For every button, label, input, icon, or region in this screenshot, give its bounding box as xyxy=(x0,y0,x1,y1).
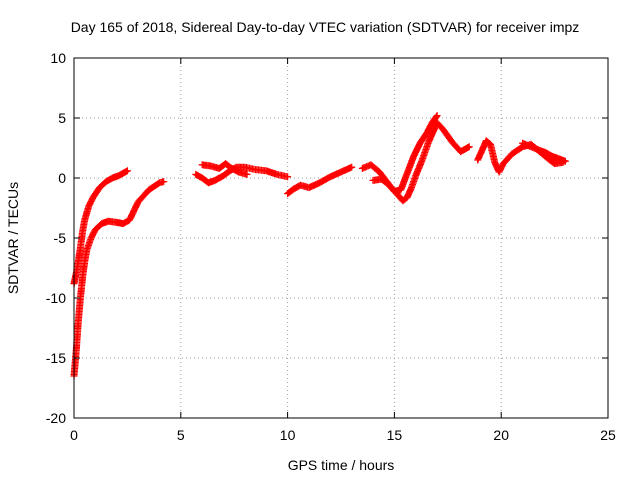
data-layer xyxy=(70,112,569,380)
data-point-markers xyxy=(412,157,426,180)
series-track-6 xyxy=(358,119,473,205)
data-point-markers xyxy=(115,167,131,180)
y-tick-label: -10 xyxy=(46,290,66,306)
series-track-2 xyxy=(70,178,168,380)
data-point-markers xyxy=(495,161,507,176)
data-point-markers xyxy=(429,112,441,126)
data-point-markers xyxy=(81,203,92,224)
x-tick-label: 5 xyxy=(177,427,185,443)
data-point-markers xyxy=(487,140,498,165)
data-point-markers xyxy=(418,140,432,164)
data-point-markers xyxy=(211,172,226,184)
data-point-markers xyxy=(87,227,99,242)
data-point-markers xyxy=(316,174,333,187)
y-tick-label: -20 xyxy=(46,410,66,426)
series-track-3 xyxy=(192,163,292,187)
data-point-markers xyxy=(72,320,82,356)
x-tick-label: 20 xyxy=(493,427,509,443)
grid-layer xyxy=(74,58,608,418)
tick-layer: 0 5 10 15 20 25 -20 -15 -10 -5 0 5 10 xyxy=(46,50,616,443)
x-tick-label: 25 xyxy=(600,427,616,443)
x-axis-label: GPS time / hours xyxy=(288,457,395,473)
data-point-markers xyxy=(91,221,105,234)
data-point-markers xyxy=(155,178,168,187)
x-tick-label: 10 xyxy=(280,427,296,443)
data-point-markers xyxy=(96,179,109,192)
data-point-markers xyxy=(403,154,417,177)
data-point-markers xyxy=(102,175,115,186)
data-point-markers xyxy=(457,143,473,156)
data-point-markers xyxy=(273,170,292,181)
data-point-markers xyxy=(192,170,205,181)
data-point-markers xyxy=(378,175,391,187)
chart-title: Day 165 of 2018, Sidereal Day-to-day VTE… xyxy=(71,19,580,35)
data-point-markers xyxy=(555,155,569,165)
data-point-markers xyxy=(134,187,152,206)
data-point-markers xyxy=(508,144,525,158)
x-tick-label: 0 xyxy=(70,427,78,443)
data-point-markers xyxy=(85,195,96,210)
series-track-4 xyxy=(198,160,251,178)
data-point-markers xyxy=(542,149,555,160)
y-tick-label: 5 xyxy=(58,110,66,126)
data-point-markers xyxy=(410,141,423,160)
data-point-markers xyxy=(499,151,515,168)
series-track-5 xyxy=(284,163,356,198)
data-point-markers xyxy=(235,168,251,178)
data-point-markers xyxy=(337,163,356,176)
data-point-markers xyxy=(416,131,430,147)
y-tick-label: -5 xyxy=(54,230,67,246)
data-point-markers xyxy=(422,119,436,138)
data-point-markers xyxy=(284,186,297,198)
data-point-markers xyxy=(220,168,233,180)
data-point-markers xyxy=(222,160,233,170)
data-point-markers xyxy=(145,180,162,194)
y-tick-label: -15 xyxy=(46,350,66,366)
y-tick-label: 10 xyxy=(50,50,66,66)
data-point-markers xyxy=(126,199,141,224)
data-point-markers xyxy=(74,296,84,326)
data-point-markers xyxy=(70,350,80,380)
series-track-9 xyxy=(519,139,569,165)
y-tick-label: 0 xyxy=(58,170,66,186)
x-tick-label: 15 xyxy=(387,427,403,443)
series-track-7 xyxy=(369,112,441,195)
data-point-markers xyxy=(226,163,241,175)
data-point-markers xyxy=(89,185,103,201)
data-point-markers xyxy=(119,217,132,228)
y-axis-label: SDTVAR / TECUs xyxy=(5,182,21,294)
data-point-markers xyxy=(367,161,382,175)
data-point-markers xyxy=(399,194,410,205)
data-point-markers xyxy=(440,126,455,145)
series-track-1 xyxy=(70,167,131,288)
data-point-markers xyxy=(397,171,411,194)
data-point-markers xyxy=(433,119,447,133)
data-point-markers xyxy=(482,137,493,147)
